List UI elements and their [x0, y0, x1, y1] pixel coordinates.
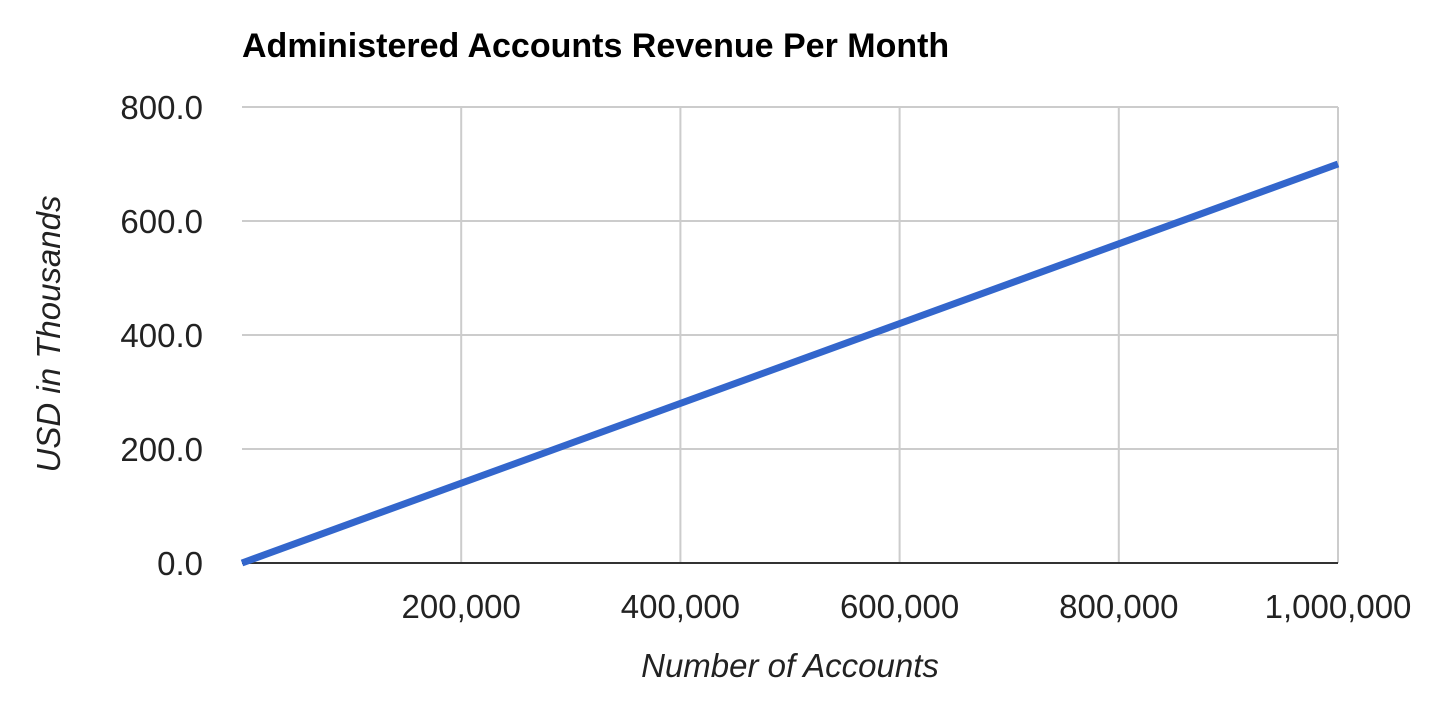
tick-labels: 0.0 200.0 400.0 600.0 800.0 200,000 400,000 600…: [120, 89, 1411, 625]
y-tick-label-1: 200.0: [120, 431, 203, 468]
y-tick-label-2: 400.0: [120, 317, 203, 354]
series-layer: [240, 160, 1340, 567]
x-tick-label-0: 200,000: [402, 588, 521, 625]
y-tick-label-4: 800.0: [120, 89, 203, 126]
x-tick-label-3: 800,000: [1059, 588, 1178, 625]
grid-lines: [242, 106, 1339, 563]
x-tick-label-4: 1,000,000: [1265, 588, 1412, 625]
x-axis-title: Number of Accounts: [641, 647, 939, 684]
chart-title: Administered Accounts Revenue Per Month: [242, 27, 949, 65]
x-tick-label-2: 600,000: [840, 588, 959, 625]
y-tick-label-0: 0.0: [157, 545, 203, 582]
y-tick-label-3: 600.0: [120, 203, 203, 240]
series-line-0: [240, 160, 1340, 567]
y-axis-title: USD in Thousands: [30, 196, 67, 473]
x-tick-label-1: 400,000: [621, 588, 740, 625]
